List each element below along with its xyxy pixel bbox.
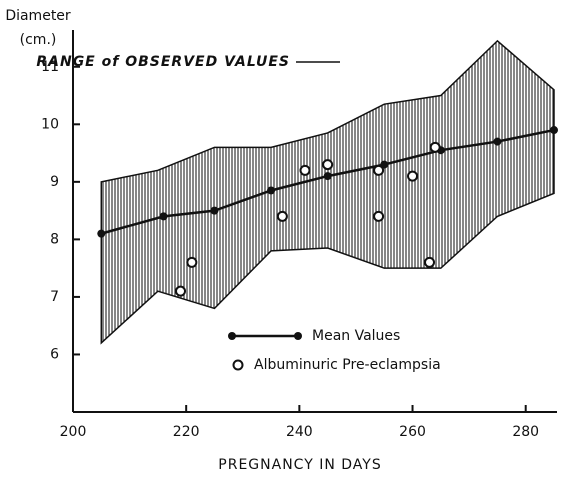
data-point xyxy=(276,210,288,222)
legend-dot xyxy=(228,332,236,340)
legend-dot xyxy=(294,332,302,340)
legend-label: Mean Values xyxy=(312,328,400,344)
mean-point xyxy=(323,172,332,181)
y-tick-label: 11 xyxy=(41,59,59,75)
data-point xyxy=(424,256,436,268)
y-label: Diameter xyxy=(5,8,71,24)
y-tick-label: 10 xyxy=(41,116,59,132)
x-tick-label: 220 xyxy=(173,424,200,440)
x-tick-label: 200 xyxy=(60,424,87,440)
annotation: RANGE of OBSERVED VALUES xyxy=(36,54,290,70)
mean-point xyxy=(210,206,219,215)
legend-label: Albuminuric Pre-eclampsia xyxy=(254,357,441,373)
x-label: PREGNANCY IN DAYS xyxy=(218,457,381,473)
data-point xyxy=(186,256,198,268)
data-point xyxy=(299,164,311,176)
data-point xyxy=(373,210,385,222)
data-point xyxy=(407,170,419,182)
x-tick-label: 260 xyxy=(399,424,426,440)
data-point xyxy=(322,159,334,171)
range-band xyxy=(100,39,555,345)
y-tick-label: 8 xyxy=(50,231,59,247)
legend-marker xyxy=(232,359,244,371)
x-tick-label: 280 xyxy=(512,424,539,440)
data-point xyxy=(429,141,441,153)
data-point xyxy=(373,164,385,176)
y-label: (cm.) xyxy=(20,32,57,48)
mean-point xyxy=(159,212,168,221)
y-tick-label: 9 xyxy=(50,174,59,190)
mean-point xyxy=(550,126,558,135)
mean-point xyxy=(97,229,106,238)
y-tick-label: 6 xyxy=(50,346,59,362)
y-tick-label: 7 xyxy=(50,289,59,305)
mean-point xyxy=(267,186,276,195)
x-tick-label: 240 xyxy=(286,424,313,440)
mean-point xyxy=(493,137,502,146)
data-point xyxy=(175,285,187,297)
